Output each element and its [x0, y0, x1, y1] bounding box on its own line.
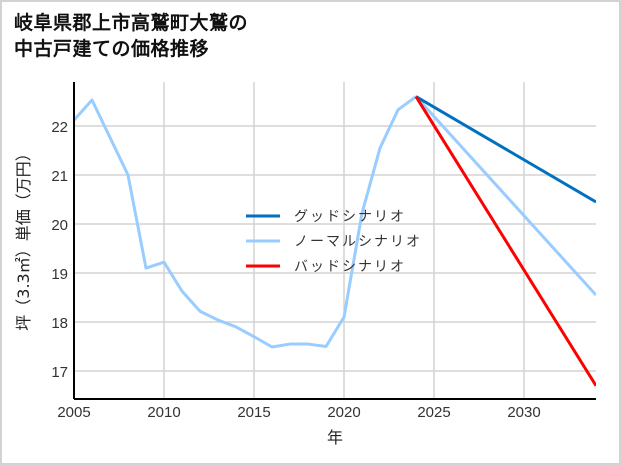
x-tick-label: 2025 [417, 404, 450, 421]
y-tick-label: 21 [51, 168, 68, 185]
y-tick-label: 22 [51, 119, 68, 136]
y-tick-label: 20 [51, 217, 68, 234]
legend-label: ノーマルシナリオ [294, 234, 422, 250]
y-tick-label: 18 [51, 315, 68, 332]
title-line-1: 岐阜県郡上市高鷲町大鷲の [14, 12, 249, 34]
x-tick-label: 2030 [507, 404, 540, 421]
x-tick-label: 2010 [147, 404, 180, 421]
x-tick-label: 2015 [237, 404, 270, 421]
chart-title: 岐阜県郡上市高鷲町大鷲の 中古戸建ての価格推移 [14, 10, 248, 62]
title-line-2: 中古戸建ての価格推移 [14, 38, 210, 60]
legend-label: バッドシナリオ [294, 259, 406, 275]
x-tick-label: 2020 [327, 404, 360, 421]
series-line [414, 95, 596, 387]
x-axis-label: 年 [326, 428, 344, 447]
y-axis-label: 坪（3.3㎡）単価（万円） [14, 145, 33, 331]
x-tick-label: 2005 [57, 404, 90, 421]
y-tick-label: 19 [51, 266, 68, 283]
y-tick-label: 17 [51, 364, 68, 381]
series-line [415, 95, 596, 204]
series-line [74, 95, 417, 349]
legend-label: グッドシナリオ [294, 209, 406, 225]
series-line [414, 95, 596, 297]
